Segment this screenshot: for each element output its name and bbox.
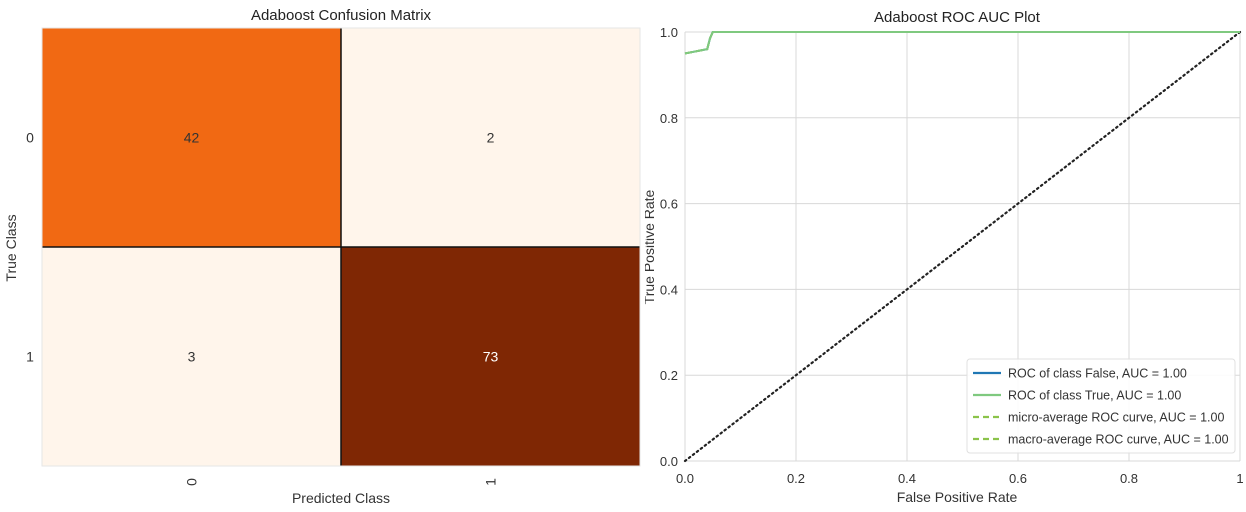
roc-ylabel: True Positive Rate bbox=[645, 189, 657, 304]
roc-ytick-5: 1.0 bbox=[660, 25, 678, 40]
roc-legend-label-2: micro-average ROC curve, AUC = 1.00 bbox=[1008, 411, 1224, 425]
cm-xtick-1: 1 bbox=[483, 478, 499, 486]
cm-title: Adaboost Confusion Matrix bbox=[251, 7, 432, 24]
cm-cell-1-0 bbox=[42, 247, 341, 466]
roc-ytick-1: 0.2 bbox=[660, 368, 678, 383]
roc-ytick-0: 0.0 bbox=[660, 454, 678, 469]
cm-labels: 0 1 0 1 bbox=[26, 130, 498, 486]
roc-xtick-0: 0.0 bbox=[676, 471, 694, 486]
cm-xlabel: Predicted Class bbox=[292, 490, 390, 506]
roc-legend-label-3: macro-average ROC curve, AUC = 1.00 bbox=[1008, 433, 1229, 447]
roc-auc-chart: Adaboost ROC AUC Plot 0.0 0.2 0.4 0.6 0.8 10.… bbox=[645, 9, 1244, 505]
cm-value-1-0: 3 bbox=[188, 349, 196, 365]
roc-ytick-4: 0.8 bbox=[660, 111, 678, 126]
roc-legend-label-1: ROC of class True, AUC = 1.00 bbox=[1008, 389, 1181, 403]
roc-series-3 bbox=[684, 31, 1240, 55]
roc-xlabel: False Positive Rate bbox=[897, 489, 1018, 505]
roc-series-0 bbox=[684, 31, 1240, 55]
roc-xtick-2: 0.4 bbox=[898, 471, 916, 486]
confusion-matrix-chart: Adaboost Confusion Matrix 42 2 3 73 0 1 0 1 Pr… bbox=[3, 7, 641, 506]
roc-legend: ROC of class False, AUC = 1.00 ROC of cla… bbox=[966, 358, 1236, 454]
cm-ytick-1: 1 bbox=[26, 349, 34, 365]
cm-value-1-1: 73 bbox=[483, 349, 499, 365]
cm-cell-0-0 bbox=[42, 28, 341, 247]
cm-ylabel: True Class bbox=[3, 214, 19, 281]
cm-xtick-0: 0 bbox=[184, 478, 200, 486]
roc-title: Adaboost ROC AUC Plot bbox=[874, 9, 1041, 26]
cm-frame bbox=[41, 27, 641, 467]
roc-xtick-5: 1 bbox=[1236, 471, 1243, 486]
roc-ticks: 0.0 0.2 0.4 0.6 0.8 1 0.0 0.2 0.4 0.6 0.8 1.0 bbox=[660, 25, 1244, 486]
roc-lines bbox=[683, 30, 1242, 463]
roc-ytick-3: 0.6 bbox=[660, 197, 678, 212]
cm-ytick-0: 0 bbox=[26, 130, 34, 146]
cm-value-0-0: 42 bbox=[184, 130, 200, 146]
roc-xtick-1: 0.2 bbox=[787, 471, 805, 486]
cm-cells: 42 2 3 73 bbox=[41, 27, 641, 467]
roc-reference-line bbox=[683, 30, 1242, 463]
roc-legend-label-0: ROC of class False, AUC = 1.00 bbox=[1008, 367, 1187, 381]
roc-ytick-2: 0.4 bbox=[660, 282, 678, 297]
cm-cell-1-1 bbox=[341, 247, 640, 466]
roc-legend-box bbox=[966, 358, 1236, 454]
cm-cell-0-1 bbox=[341, 28, 640, 247]
cm-value-0-1: 2 bbox=[487, 130, 495, 146]
roc-xtick-3: 0.6 bbox=[1009, 471, 1027, 486]
roc-xtick-4: 0.8 bbox=[1120, 471, 1138, 486]
roc-series-2 bbox=[684, 31, 1240, 55]
roc-series-1 bbox=[684, 31, 1240, 55]
